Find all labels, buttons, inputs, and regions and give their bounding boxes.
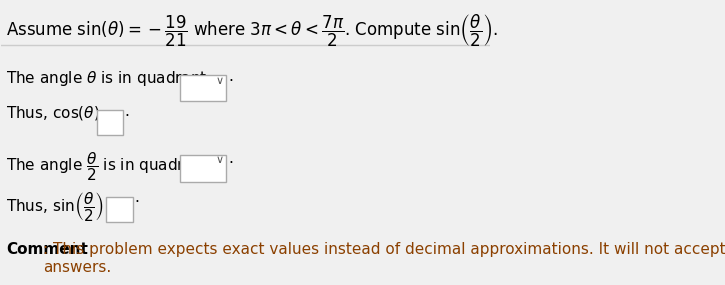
FancyBboxPatch shape bbox=[107, 197, 133, 223]
Text: ∨: ∨ bbox=[215, 76, 224, 86]
Text: .: . bbox=[228, 151, 233, 166]
Text: : This problem expects exact values instead of decimal approximations. It will n: : This problem expects exact values inst… bbox=[43, 242, 725, 274]
Text: ∨: ∨ bbox=[215, 155, 224, 165]
Text: .: . bbox=[125, 104, 129, 119]
Text: Thus, $\sin\!\left(\dfrac{\theta}{2}\right) =$: Thus, $\sin\!\left(\dfrac{\theta}{2}\rig… bbox=[7, 190, 120, 223]
FancyBboxPatch shape bbox=[180, 75, 226, 101]
FancyBboxPatch shape bbox=[96, 110, 123, 135]
Text: Comment: Comment bbox=[7, 242, 88, 257]
Text: The angle $\dfrac{\theta}{2}$ is in quadrant: The angle $\dfrac{\theta}{2}$ is in quad… bbox=[7, 151, 210, 184]
Text: .: . bbox=[228, 69, 233, 84]
FancyBboxPatch shape bbox=[180, 155, 226, 182]
Text: Thus, $\cos(\theta) =$: Thus, $\cos(\theta) =$ bbox=[7, 104, 115, 122]
Text: .: . bbox=[134, 190, 139, 205]
Text: The angle $\theta$ is in quadrant: The angle $\theta$ is in quadrant bbox=[7, 69, 208, 88]
Text: Assume $\sin(\theta) = -\dfrac{19}{21}$ where $3\pi < \theta < \dfrac{7\pi}{2}$.: Assume $\sin(\theta) = -\dfrac{19}{21}$ … bbox=[7, 13, 498, 49]
